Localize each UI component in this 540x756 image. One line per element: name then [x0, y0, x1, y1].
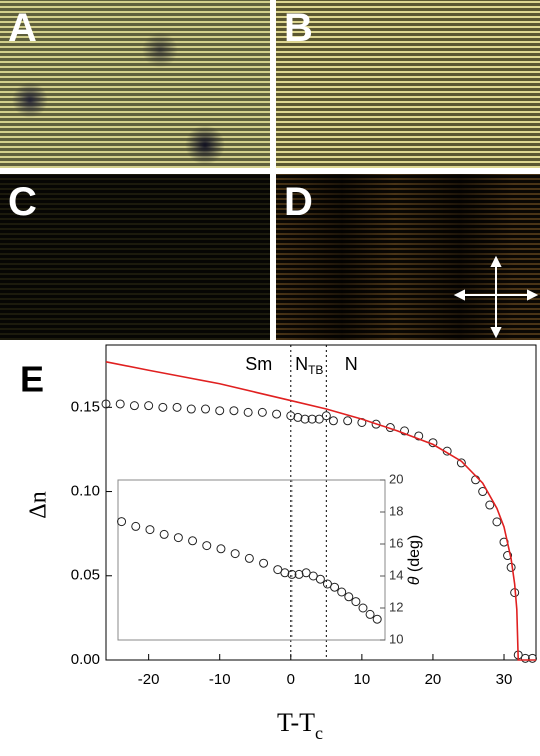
data-point [259, 558, 269, 568]
y2-axis-label: θ (deg) [406, 535, 423, 585]
data-point [131, 521, 141, 531]
data-point [485, 500, 495, 510]
region-label-text: N [295, 354, 308, 374]
data-point [365, 609, 375, 619]
data-point [358, 603, 368, 613]
micrograph: D [276, 174, 540, 340]
data-point [244, 553, 254, 563]
data-point [343, 416, 353, 426]
data-point [492, 517, 502, 527]
data-point [101, 399, 111, 409]
data-point [307, 414, 317, 424]
y2-tick-label: 20 [389, 471, 403, 486]
panel-label: D [284, 180, 313, 224]
data-point [201, 404, 211, 414]
panel-label: C [8, 180, 37, 224]
data-point [344, 592, 354, 602]
x-tick-label: 10 [354, 671, 371, 688]
data-point [188, 536, 198, 546]
micrograph: C [0, 174, 270, 340]
data-point [286, 411, 296, 421]
x-tick-label: -20 [138, 671, 160, 688]
data-point [330, 582, 340, 592]
data-point [328, 416, 338, 426]
data-point [294, 569, 304, 579]
plot-frame [105, 344, 537, 661]
panel-label: A [8, 6, 37, 50]
y-tick-label: 0.15 [71, 398, 100, 415]
data-point [145, 525, 155, 535]
data-point [456, 458, 466, 468]
y2-tick-label: 12 [389, 599, 403, 614]
data-point [503, 551, 513, 561]
data-point [287, 569, 297, 579]
data-point [257, 407, 267, 417]
data-point [158, 402, 168, 412]
data-point [400, 426, 410, 436]
data-point [117, 517, 127, 527]
data-point [293, 412, 303, 422]
y-tick-label: 0.05 [71, 567, 100, 584]
data-point [215, 406, 225, 416]
y2-axis-symbol: θ [406, 576, 423, 585]
data-point [159, 529, 169, 539]
micrograph: A [0, 0, 270, 168]
data-point [280, 568, 290, 578]
x-tick-label: 30 [496, 671, 513, 688]
panel-label: E [20, 359, 44, 400]
region-label: N [345, 354, 358, 374]
y2-tick-label: 18 [389, 503, 403, 518]
fit-line [105, 361, 536, 661]
data-point [371, 419, 381, 429]
y2-tick-label: 10 [389, 631, 403, 646]
region-label-text: N [345, 354, 358, 374]
y2-tick-label: 16 [389, 535, 403, 550]
region-label: NTB [295, 354, 323, 377]
region-label-subscript: TB [308, 363, 323, 377]
x-axis-label-text: T-T [277, 708, 315, 737]
data-point [351, 597, 361, 607]
data-point [527, 653, 537, 663]
data-point [243, 407, 253, 417]
data-point [173, 533, 183, 543]
data-point [272, 409, 282, 419]
data-point [186, 404, 196, 414]
region-label: Sm [245, 354, 272, 374]
data-point [144, 401, 154, 411]
y-axis-label: Δn [26, 491, 52, 518]
x-tick-label: 20 [425, 671, 442, 688]
x-tick-label: 0 [287, 671, 295, 688]
data-point [230, 549, 240, 559]
polarizer-cross [453, 255, 539, 339]
panel-label: B [284, 6, 313, 50]
data-point [321, 411, 331, 421]
x-axis-label-subscript: c [315, 723, 323, 743]
y-tick-label: 0.00 [71, 651, 100, 668]
micrograph: B [276, 0, 540, 168]
data-point [315, 574, 325, 584]
data-point [300, 414, 310, 424]
data-point [172, 402, 182, 412]
data-point [115, 399, 125, 409]
data-point [414, 431, 424, 441]
x-tick-label: -10 [209, 671, 231, 688]
data-point [337, 587, 347, 597]
data-point [520, 653, 530, 663]
y2-axis-text: (deg) [406, 535, 423, 577]
x-axis-label: T-Tc [277, 708, 323, 743]
plot-frame [117, 479, 386, 641]
region-label-text: Sm [245, 354, 272, 374]
data-point [314, 414, 324, 424]
data-point [129, 401, 139, 411]
data-point [202, 541, 212, 551]
data-point [229, 406, 239, 416]
y2-tick-label: 14 [389, 567, 403, 582]
y-tick-label: 0.10 [71, 483, 100, 500]
data-point [216, 544, 226, 554]
data-point [372, 614, 382, 624]
